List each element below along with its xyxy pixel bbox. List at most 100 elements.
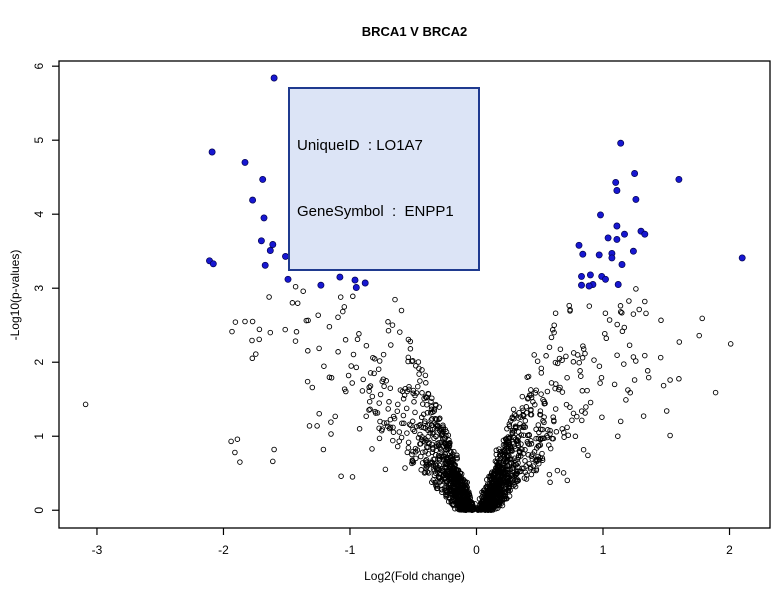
gene-point[interactable] xyxy=(519,393,526,400)
gene-point[interactable] xyxy=(380,376,387,382)
gene-point[interactable] xyxy=(522,458,528,464)
gene-point[interactable] xyxy=(552,385,558,392)
gene-point[interactable] xyxy=(553,429,560,435)
gene-point[interactable] xyxy=(514,478,520,484)
gene-point[interactable] xyxy=(442,479,448,485)
gene-point[interactable] xyxy=(445,492,451,498)
gene-point[interactable] xyxy=(376,435,383,442)
gene-point[interactable] xyxy=(458,498,464,505)
gene-point[interactable] xyxy=(360,376,366,383)
significant-gene-point[interactable] xyxy=(597,211,604,219)
gene-point[interactable] xyxy=(565,432,572,438)
gene-point[interactable] xyxy=(580,346,587,352)
gene-point[interactable] xyxy=(350,293,356,300)
gene-point[interactable] xyxy=(509,430,516,437)
gene-point[interactable] xyxy=(551,417,557,424)
gene-point[interactable] xyxy=(432,421,439,428)
gene-point[interactable] xyxy=(445,454,451,461)
significant-gene-point[interactable] xyxy=(209,260,217,268)
significant-gene-point[interactable] xyxy=(261,261,269,269)
gene-point[interactable] xyxy=(518,432,524,438)
gene-point[interactable] xyxy=(495,483,502,489)
gene-point[interactable] xyxy=(328,375,335,381)
gene-point[interactable] xyxy=(394,443,401,450)
significant-gene-point[interactable] xyxy=(249,196,257,204)
gene-point[interactable] xyxy=(553,381,559,387)
gene-point[interactable] xyxy=(413,455,419,462)
gene-point[interactable] xyxy=(420,424,427,431)
gene-point[interactable] xyxy=(488,475,494,482)
significant-gene-point[interactable] xyxy=(621,230,628,238)
significant-gene-point[interactable] xyxy=(241,158,249,166)
gene-point[interactable] xyxy=(415,359,422,365)
gene-point[interactable] xyxy=(412,445,419,452)
significant-gene-point[interactable] xyxy=(336,273,344,281)
gene-point[interactable] xyxy=(513,470,520,477)
gene-point[interactable] xyxy=(419,449,426,455)
significant-gene-point[interactable] xyxy=(208,148,216,156)
gene-point[interactable] xyxy=(398,434,405,441)
gene-point[interactable] xyxy=(407,346,414,352)
gene-point[interactable] xyxy=(366,384,372,391)
significant-gene-point[interactable] xyxy=(284,275,292,283)
gene-point[interactable] xyxy=(306,423,313,429)
gene-point[interactable] xyxy=(419,390,425,396)
gene-point[interactable] xyxy=(367,370,374,376)
significant-gene-point[interactable] xyxy=(613,222,621,230)
gene-point[interactable] xyxy=(410,390,416,397)
gene-point[interactable] xyxy=(642,298,648,305)
gene-point[interactable] xyxy=(387,416,394,423)
gene-point[interactable] xyxy=(599,414,605,420)
gene-point[interactable] xyxy=(366,388,372,394)
gene-point[interactable] xyxy=(534,445,540,451)
gene-point[interactable] xyxy=(551,329,557,336)
gene-point[interactable] xyxy=(489,493,496,499)
gene-point[interactable] xyxy=(541,419,547,426)
significant-gene-point[interactable] xyxy=(259,175,267,183)
gene-point[interactable] xyxy=(547,431,553,437)
gene-point[interactable] xyxy=(385,423,391,430)
gene-point[interactable] xyxy=(418,467,424,473)
gene-point[interactable] xyxy=(266,294,272,300)
gene-point[interactable] xyxy=(528,387,534,393)
gene-point[interactable] xyxy=(418,424,425,430)
gene-point[interactable] xyxy=(256,336,262,343)
gene-point[interactable] xyxy=(537,408,544,414)
gene-point[interactable] xyxy=(446,463,453,469)
gene-point[interactable] xyxy=(442,435,449,441)
gene-point[interactable] xyxy=(249,337,255,344)
gene-point[interactable] xyxy=(416,371,422,377)
gene-point[interactable] xyxy=(445,445,452,452)
gene-point[interactable] xyxy=(450,456,456,463)
gene-point[interactable] xyxy=(551,322,557,328)
gene-point[interactable] xyxy=(387,424,394,431)
gene-point[interactable] xyxy=(625,387,631,393)
gene-point[interactable] xyxy=(585,452,591,459)
gene-point[interactable] xyxy=(643,310,649,317)
gene-point[interactable] xyxy=(271,446,277,453)
gene-point[interactable] xyxy=(518,441,524,447)
gene-point[interactable] xyxy=(483,484,489,490)
gene-point[interactable] xyxy=(293,329,300,335)
gene-point[interactable] xyxy=(380,351,387,358)
gene-point[interactable] xyxy=(494,468,501,474)
gene-point[interactable] xyxy=(578,373,584,379)
gene-point[interactable] xyxy=(405,354,412,361)
gene-point[interactable] xyxy=(535,422,542,428)
gene-point[interactable] xyxy=(249,355,256,362)
gene-point[interactable] xyxy=(469,504,475,511)
gene-point[interactable] xyxy=(421,395,427,402)
gene-point[interactable] xyxy=(523,476,530,482)
gene-point[interactable] xyxy=(379,426,386,432)
gene-point[interactable] xyxy=(423,465,429,471)
significant-gene-point[interactable] xyxy=(675,175,683,183)
gene-point[interactable] xyxy=(602,330,608,337)
gene-point[interactable] xyxy=(450,451,456,458)
gene-point[interactable] xyxy=(579,355,586,361)
gene-point[interactable] xyxy=(419,434,425,440)
gene-point[interactable] xyxy=(305,348,311,354)
gene-point[interactable] xyxy=(630,354,637,360)
gene-point[interactable] xyxy=(660,382,667,389)
gene-point[interactable] xyxy=(513,471,519,478)
gene-point[interactable] xyxy=(433,462,440,469)
